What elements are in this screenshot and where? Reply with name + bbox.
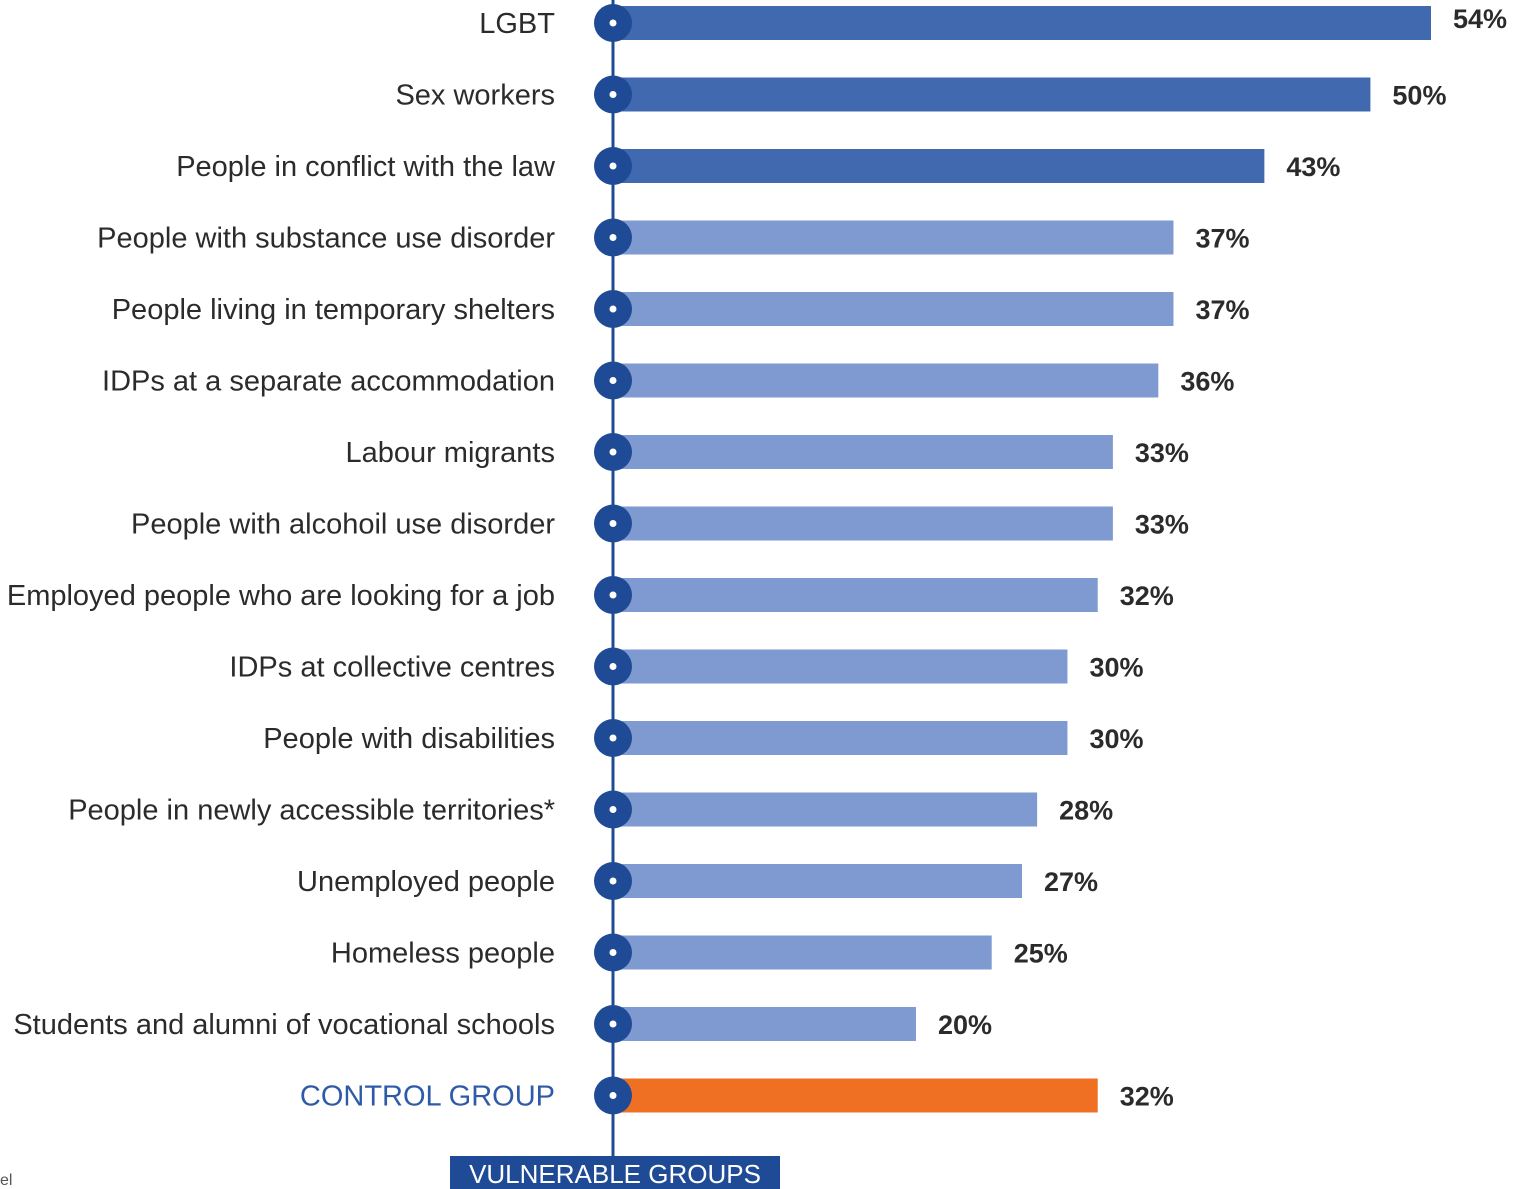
edge-text-fragment: el: [0, 1172, 13, 1189]
value-label: 28%: [1059, 796, 1113, 826]
category-label: LGBT: [479, 8, 555, 40]
axis-marker-dot: [609, 448, 617, 456]
value-label: 37%: [1195, 224, 1249, 254]
category-label: IDPs at collective centres: [229, 652, 555, 684]
axis-marker-dot: [609, 234, 617, 241]
value-label: 32%: [1120, 1082, 1174, 1112]
bar-row-7: [613, 506, 1113, 541]
category-label: Students and alumni of vocational school…: [13, 1009, 555, 1041]
category-label: People living in temporary shelters: [112, 294, 555, 326]
axis-marker-dot: [609, 19, 617, 27]
bar-row-13: [613, 935, 992, 970]
axis-marker-dot: [609, 377, 617, 384]
axis-marker-dot: [609, 1020, 617, 1028]
value-label: 33%: [1135, 510, 1189, 540]
bar-row-12: [613, 864, 1022, 898]
value-label: 30%: [1089, 653, 1143, 683]
axis-marker-dot: [609, 663, 617, 670]
value-label: 54%: [1453, 4, 1507, 34]
bar-row-5: [613, 363, 1159, 398]
bar-chart: LGBT 54% Sex workers 50% People in conflict …: [7, 0, 1507, 1160]
bar-row-14: [613, 1007, 916, 1041]
bar-row-8: [613, 578, 1098, 612]
value-label: 32%: [1120, 581, 1174, 611]
value-label: 37%: [1195, 295, 1249, 325]
value-label: 30%: [1089, 724, 1143, 754]
value-label: 25%: [1014, 939, 1068, 969]
category-label: Sex workers: [395, 80, 555, 112]
category-label: Labour migrants: [345, 437, 555, 469]
category-label: Unemployed people: [297, 866, 555, 898]
value-label: 50%: [1392, 81, 1446, 111]
category-label: People with alcohoil use disorder: [131, 509, 555, 541]
category-label: CONTROL GROUP: [300, 1081, 555, 1113]
category-label: People in newly accessible territories*: [68, 795, 555, 827]
axis-marker-dot: [609, 806, 617, 813]
bar-row-3: [613, 220, 1174, 255]
value-label: 33%: [1135, 438, 1189, 468]
bar-row-0: [613, 6, 1431, 40]
category-label: People with substance use disorder: [97, 223, 555, 255]
category-label: IDPs at a separate accommodation: [102, 366, 555, 398]
axis-marker-dot: [609, 305, 617, 313]
value-label: 43%: [1286, 152, 1340, 182]
axis-marker-dot: [609, 520, 617, 527]
bar-control-group: [613, 1078, 1098, 1113]
category-label: People with disabilities: [263, 723, 555, 755]
category-label: People in conflict with the law: [176, 151, 556, 183]
axis-label: VULNERABLE GROUPS: [469, 1159, 761, 1189]
value-label: 36%: [1180, 367, 1234, 397]
axis-label-box: VULNERABLE GROUPS: [450, 1156, 780, 1189]
axis-marker-dot: [609, 877, 617, 885]
axis-marker-dot: [609, 591, 617, 599]
axis-marker-dot: [609, 734, 617, 742]
axis-marker-dot: [609, 1092, 617, 1099]
bar-row-4: [613, 292, 1174, 326]
bar-row-1: [613, 77, 1371, 112]
bar-row-9: [613, 649, 1068, 684]
bar-row-6: [613, 435, 1113, 469]
bar-row-2: [613, 149, 1265, 183]
category-label: Homeless people: [331, 938, 555, 970]
axis-marker-dot: [609, 162, 617, 170]
bar-row-10: [613, 721, 1068, 755]
category-label: Employed people who are looking for a jo…: [7, 580, 555, 612]
bar-row-11: [613, 792, 1038, 827]
axis-marker-dot: [609, 91, 617, 98]
value-label: 27%: [1044, 867, 1098, 897]
value-label: 20%: [938, 1010, 992, 1040]
axis-marker-dot: [609, 949, 617, 956]
